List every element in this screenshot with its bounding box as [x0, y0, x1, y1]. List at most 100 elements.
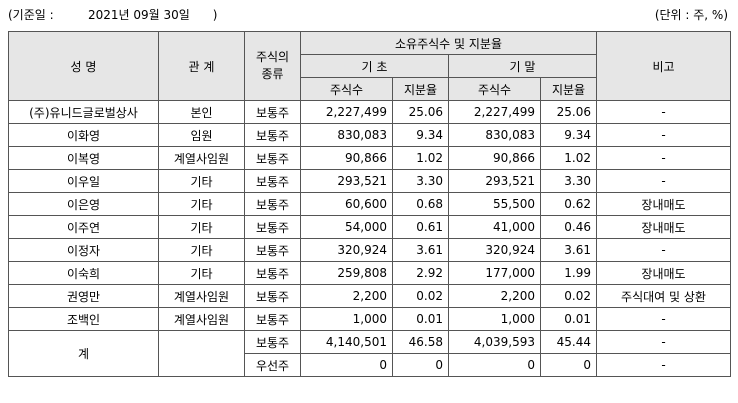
cell-name: (주)유니드글로벌상사 [8, 100, 159, 124]
total-note: - [596, 330, 731, 354]
cell-stock-type: 보통주 [244, 100, 301, 124]
cell-end-shares: 55,500 [448, 192, 541, 216]
cell-note: 장내매도 [596, 192, 731, 216]
report-header: (기준일 : 2021년 09월 30일 ) (단위 : 주, %) [8, 6, 730, 22]
header-start-ratio: 지분율 [392, 77, 449, 101]
total-type: 보통주 [244, 330, 301, 354]
cell-note: - [596, 238, 731, 262]
cell-relation: 계열사임원 [158, 284, 245, 308]
table-row: 이복영 계열사임원 보통주 90,866 1.02 90,866 1.02- [8, 146, 731, 170]
cell-end-shares: 41,000 [448, 215, 541, 239]
cell-start-shares: 830,083 [300, 123, 393, 147]
total-start-shares: 0 [300, 353, 393, 377]
cell-end-shares: 2,200 [448, 284, 541, 308]
cell-relation: 계열사임원 [158, 146, 245, 170]
cell-name: 이정자 [8, 238, 159, 262]
cell-start-shares: 2,200 [300, 284, 393, 308]
total-row: 계 보통주 4,140,501 46.58 4,039,593 45.44 - [8, 330, 731, 377]
cell-start-shares: 293,521 [300, 169, 393, 193]
cell-end-ratio: 0.01 [540, 307, 597, 331]
cell-note: 주식대여 및 상환 [596, 284, 731, 308]
header-name: 성 명 [8, 31, 159, 101]
total-start-ratio: 0 [392, 353, 449, 377]
base-date: (기준일 : 2021년 09월 30일 ) [8, 6, 217, 23]
cell-start-ratio: 0.02 [392, 284, 449, 308]
cell-stock-type: 보통주 [244, 284, 301, 308]
cell-start-ratio: 0.01 [392, 307, 449, 331]
cell-stock-type: 보통주 [244, 146, 301, 170]
total-end-shares: 4,039,593 [448, 330, 541, 354]
cell-start-shares: 259,808 [300, 261, 393, 285]
total-row: 우선주 0 0 0 0 - [9, 353, 731, 377]
table-row: 이화영 임원 보통주 830,083 9.34 830,083 9.34- [8, 123, 731, 147]
cell-relation: 계열사임원 [158, 307, 245, 331]
cell-end-shares: 90,866 [448, 146, 541, 170]
total-end-shares: 0 [448, 353, 541, 377]
header-end-shares: 주식수 [448, 77, 541, 101]
table-row: 조백인 계열사임원 보통주 1,000 0.01 1,000 0.01- [8, 307, 731, 331]
cell-stock-type: 보통주 [244, 215, 301, 239]
cell-relation: 기타 [158, 215, 245, 239]
cell-end-shares: 293,521 [448, 169, 541, 193]
header-owned: 소유주식수 및 지분율 [300, 31, 597, 55]
cell-name: 조백인 [8, 307, 159, 331]
cell-end-ratio: 0.46 [540, 215, 597, 239]
cell-end-shares: 320,924 [448, 238, 541, 262]
cell-stock-type: 보통주 [244, 192, 301, 216]
cell-relation: 기타 [158, 238, 245, 262]
table-body: (주)유니드글로벌상사 본인 보통주 2,227,499 25.06 2,227,499 2… [8, 100, 731, 331]
base-date-value: 2021년 09월 30일 [88, 8, 190, 22]
cell-relation: 본인 [158, 100, 245, 124]
unit-label: (단위 : 주, %) [654, 8, 728, 22]
table-row: 이정자 기타 보통주 320,924 3.61 320,924 3.61- [8, 238, 731, 262]
cell-stock-type: 보통주 [244, 169, 301, 193]
shareholder-table: 성 명 관 계 주식의 종류 소유주식수 및 지분율 비고 기 초 기 말 주식… [8, 31, 731, 377]
cell-end-ratio: 3.61 [540, 238, 597, 262]
cell-note: 장내매도 [596, 215, 731, 239]
cell-start-shares: 90,866 [300, 146, 393, 170]
header-start: 기 초 [300, 54, 449, 78]
cell-end-ratio: 0.62 [540, 192, 597, 216]
cell-name: 이숙희 [8, 261, 159, 285]
cell-relation: 임원 [158, 123, 245, 147]
cell-start-ratio: 3.61 [392, 238, 449, 262]
base-date-label: (기준일 : [8, 8, 54, 22]
cell-end-shares: 2,227,499 [448, 100, 541, 124]
cell-end-shares: 177,000 [448, 261, 541, 285]
cell-name: 이은영 [8, 192, 159, 216]
cell-start-ratio: 2.92 [392, 261, 449, 285]
cell-start-shares: 320,924 [300, 238, 393, 262]
cell-note: - [596, 146, 731, 170]
cell-start-ratio: 9.34 [392, 123, 449, 147]
cell-name: 이복영 [8, 146, 159, 170]
header-end: 기 말 [448, 54, 597, 78]
cell-end-shares: 1,000 [448, 307, 541, 331]
header-note: 비고 [596, 31, 731, 101]
cell-start-ratio: 25.06 [392, 100, 449, 124]
cell-relation: 기타 [158, 169, 245, 193]
cell-note: - [596, 100, 731, 124]
cell-stock-type: 보통주 [244, 238, 301, 262]
total-label: 계 [8, 330, 159, 377]
table-row: 이주연 기타 보통주 54,000 0.61 41,000 0.46 장내매도 [8, 215, 731, 239]
cell-start-ratio: 3.30 [392, 169, 449, 193]
base-date-close: ) [212, 8, 218, 22]
cell-relation: 기타 [158, 261, 245, 285]
cell-stock-type: 보통주 [244, 307, 301, 331]
cell-stock-type: 보통주 [244, 261, 301, 285]
total-type: 우선주 [244, 353, 301, 377]
table-row: (주)유니드글로벌상사 본인 보통주 2,227,499 25.06 2,227,499 2… [8, 100, 731, 124]
cell-end-ratio: 0.02 [540, 284, 597, 308]
cell-name: 권영만 [8, 284, 159, 308]
total-start-ratio: 46.58 [392, 330, 449, 354]
table-total: 계 보통주 4,140,501 46.58 4,039,593 45.44 - … [8, 330, 731, 377]
header-stock-type: 주식의 종류 [244, 31, 301, 101]
header-end-ratio: 지분율 [540, 77, 597, 101]
cell-note: - [596, 169, 731, 193]
cell-start-shares: 60,600 [300, 192, 393, 216]
cell-name: 이화영 [8, 123, 159, 147]
total-relation-cell [158, 330, 245, 377]
header-start-shares: 주식수 [300, 77, 393, 101]
cell-end-shares: 830,083 [448, 123, 541, 147]
cell-note: - [596, 123, 731, 147]
